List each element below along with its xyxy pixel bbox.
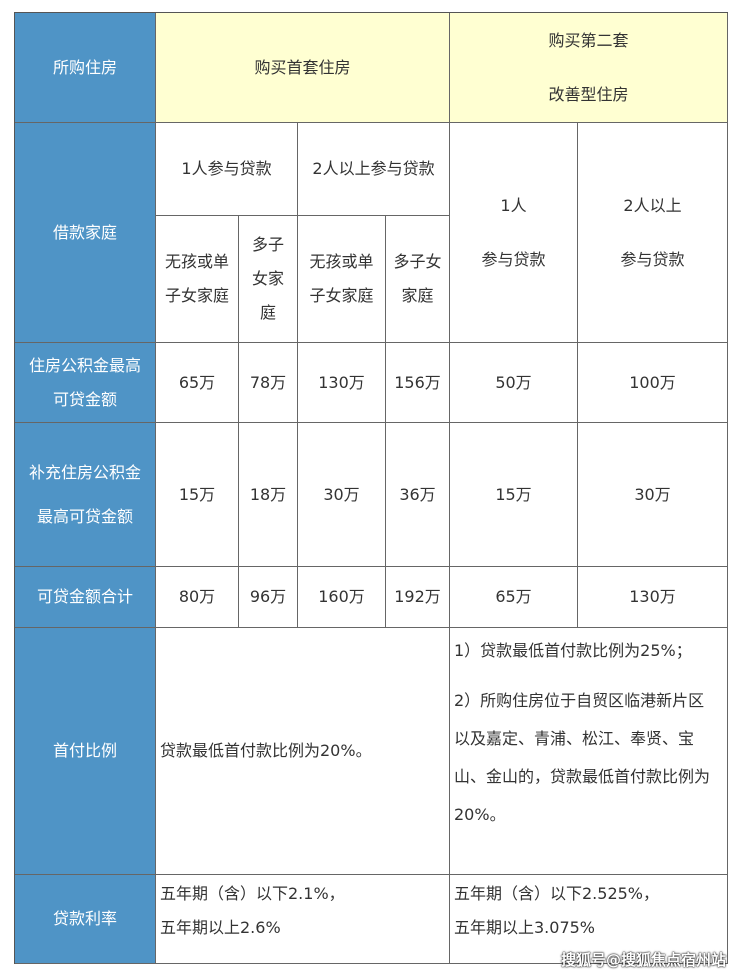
header-second-line2: 改善型住房 [548, 84, 629, 104]
cell: 156万 [386, 343, 450, 423]
rate-second-1: 五年期（含）以下2.525%， [454, 884, 660, 903]
housing-loan-table: 所购住房 购买首套住房 购买第二套改善型住房 借款家庭 1人参与贷款 2人以上参… [14, 12, 728, 964]
row-label-supplementary-fund: 补充住房公积金最高可贷金额 [15, 423, 156, 567]
cell: 100万 [578, 343, 728, 423]
cell: 130万 [298, 343, 386, 423]
rate-first-2: 五年期以上2.6% [160, 918, 281, 937]
watermark: 搜狐号@搜狐焦点宿州站 [560, 951, 726, 969]
cell: 36万 [386, 423, 450, 567]
row-label-purchased-housing: 所购住房 [15, 13, 156, 123]
header-two-multi-child: 多子女家庭 [386, 216, 450, 343]
header-first-home: 购买首套住房 [156, 13, 450, 123]
down-payment-first: 贷款最低首付款比例为20%。 [156, 628, 450, 875]
rate-second: 五年期（含）以下2.525%， 五年期以上3.075% [450, 875, 728, 964]
cell: 65万 [156, 343, 239, 423]
cell: 192万 [386, 567, 450, 628]
header-second-two-plus: 2人以上参与贷款 [578, 123, 728, 343]
second-two-line1: 2人以上 [623, 195, 682, 215]
cell: 30万 [298, 423, 386, 567]
cell: 96万 [239, 567, 298, 628]
rate-first-1: 五年期（含）以下2.1%， [160, 884, 345, 903]
row-label-down-payment: 首付比例 [15, 628, 156, 875]
cell: 18万 [239, 423, 298, 567]
cell: 78万 [239, 343, 298, 423]
row-label-total: 可贷金额合计 [15, 567, 156, 628]
header-second-line1: 购买第二套 [548, 30, 629, 50]
row-label-rate: 贷款利率 [15, 875, 156, 964]
down-payment-second-2: 2）所购住房位于自贸区临港新片区以及嘉定、青浦、松江、奉贤、宝山、金山的，贷款最… [454, 691, 711, 824]
header-second-one-person: 1人参与贷款 [450, 123, 578, 343]
row-label-borrower-family: 借款家庭 [15, 123, 156, 343]
header-two-no-child: 无孩或单子女家庭 [298, 216, 386, 343]
cell: 160万 [298, 567, 386, 628]
header-one-multi-child: 多子女家庭 [239, 216, 298, 343]
second-two-line2: 参与贷款 [620, 249, 685, 269]
rate-second-2: 五年期以上3.075% [454, 918, 596, 937]
cell: 80万 [156, 567, 239, 628]
cell: 50万 [450, 343, 578, 423]
second-one-line2: 参与贷款 [481, 249, 546, 269]
cell: 130万 [578, 567, 728, 628]
cell: 65万 [450, 567, 578, 628]
header-second-home: 购买第二套改善型住房 [450, 13, 728, 123]
cell: 30万 [578, 423, 728, 567]
cell: 15万 [156, 423, 239, 567]
down-payment-second-1: 1）贷款最低首付款比例为25%； [454, 641, 692, 660]
second-one-line1: 1人 [500, 195, 527, 215]
cell: 15万 [450, 423, 578, 567]
rate-first: 五年期（含）以下2.1%， 五年期以上2.6% [156, 875, 450, 964]
header-two-plus: 2人以上参与贷款 [298, 123, 450, 216]
header-one-no-child: 无孩或单子女家庭 [156, 216, 239, 343]
down-payment-second: 1）贷款最低首付款比例为25%； 2）所购住房位于自贸区临港新片区以及嘉定、青浦、… [450, 628, 728, 875]
row-label-fund-max: 住房公积金最高可贷金额 [15, 343, 156, 423]
header-one-person: 1人参与贷款 [156, 123, 298, 216]
